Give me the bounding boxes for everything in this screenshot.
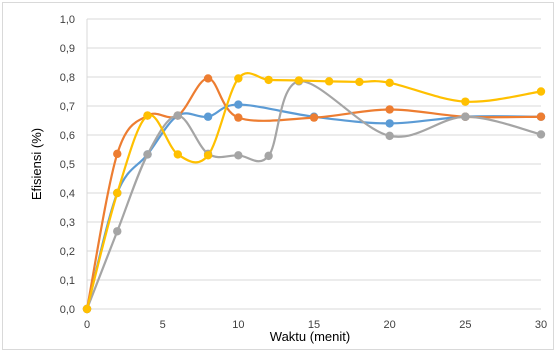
y-tick-label: 0,5 — [60, 159, 75, 171]
data-point — [536, 87, 546, 96]
data-point — [234, 113, 243, 122]
data-point — [385, 131, 394, 141]
series-line — [85, 103, 542, 310]
series-1 — [82, 100, 546, 314]
y-tick-label: 0,3 — [60, 217, 75, 229]
data-point — [113, 149, 122, 159]
data-point — [203, 151, 213, 160]
line-chart: 0,0 0,1 0,2 0,3 0,4 0,5 0,6 0,7 0,8 0,9 1,0 0 5 10 15… — [29, 14, 547, 344]
series-4 — [82, 72, 546, 314]
x-tick-label: 10 — [232, 319, 244, 331]
data-point — [113, 188, 122, 198]
data-point — [234, 100, 243, 109]
y-tick-label: 0,0 — [60, 304, 75, 316]
x-tick-label: 15 — [308, 319, 320, 331]
data-point — [385, 105, 394, 114]
x-axis-title: Waktu (menit) — [270, 329, 350, 344]
data-point — [113, 227, 122, 236]
data-point — [385, 119, 394, 128]
data-point — [536, 112, 546, 121]
data-point — [264, 75, 273, 85]
y-tick-label: 0,4 — [60, 188, 75, 200]
y-tick-label: 0,2 — [60, 246, 75, 258]
data-point — [355, 77, 364, 87]
data-point — [324, 77, 334, 86]
data-point — [143, 150, 152, 159]
data-point — [173, 111, 182, 120]
y-tick-label: 0,1 — [60, 275, 75, 287]
x-tick-label: 20 — [384, 319, 396, 331]
y-axis-tick-labels: 0,0 0,1 0,2 0,3 0,4 0,5 0,6 0,7 0,8 0,9 1,0 — [60, 14, 75, 316]
data-point — [264, 151, 273, 161]
x-axis-tick-labels: 0 5 10 15 20 25 30 — [84, 319, 547, 331]
data-point — [234, 151, 243, 160]
x-tick-label: 25 — [459, 319, 471, 331]
y-tick-label: 1,0 — [60, 14, 75, 26]
x-tick-label: 0 — [84, 319, 90, 331]
data-point — [82, 304, 92, 314]
data-point — [536, 130, 546, 139]
data-point — [461, 112, 470, 121]
data-point — [461, 97, 470, 106]
chart-area: 0,0 0,1 0,2 0,3 0,4 0,5 0,6 0,7 0,8 0,9 1,0 0 5 10 15… — [2, 2, 554, 350]
y-axis-title: Efisiensi (%) — [29, 128, 44, 200]
x-tick-label: 5 — [160, 319, 166, 331]
data-point — [203, 112, 213, 121]
data-point — [309, 113, 319, 122]
y-tick-label: 0,9 — [60, 43, 75, 55]
y-tick-label: 0,6 — [60, 130, 75, 142]
gridlines — [86, 18, 541, 310]
y-tick-label: 0,8 — [60, 72, 75, 84]
data-point — [234, 74, 243, 83]
series-line — [85, 77, 542, 310]
x-tick-label: 30 — [535, 319, 547, 331]
y-tick-label: 0,7 — [60, 101, 75, 113]
data-point — [173, 150, 182, 159]
series-line — [85, 72, 542, 310]
data-point — [294, 76, 304, 85]
series-group — [82, 72, 546, 314]
data-point — [203, 74, 213, 83]
data-point — [385, 78, 394, 88]
series-2 — [82, 74, 546, 314]
data-point — [143, 111, 152, 120]
